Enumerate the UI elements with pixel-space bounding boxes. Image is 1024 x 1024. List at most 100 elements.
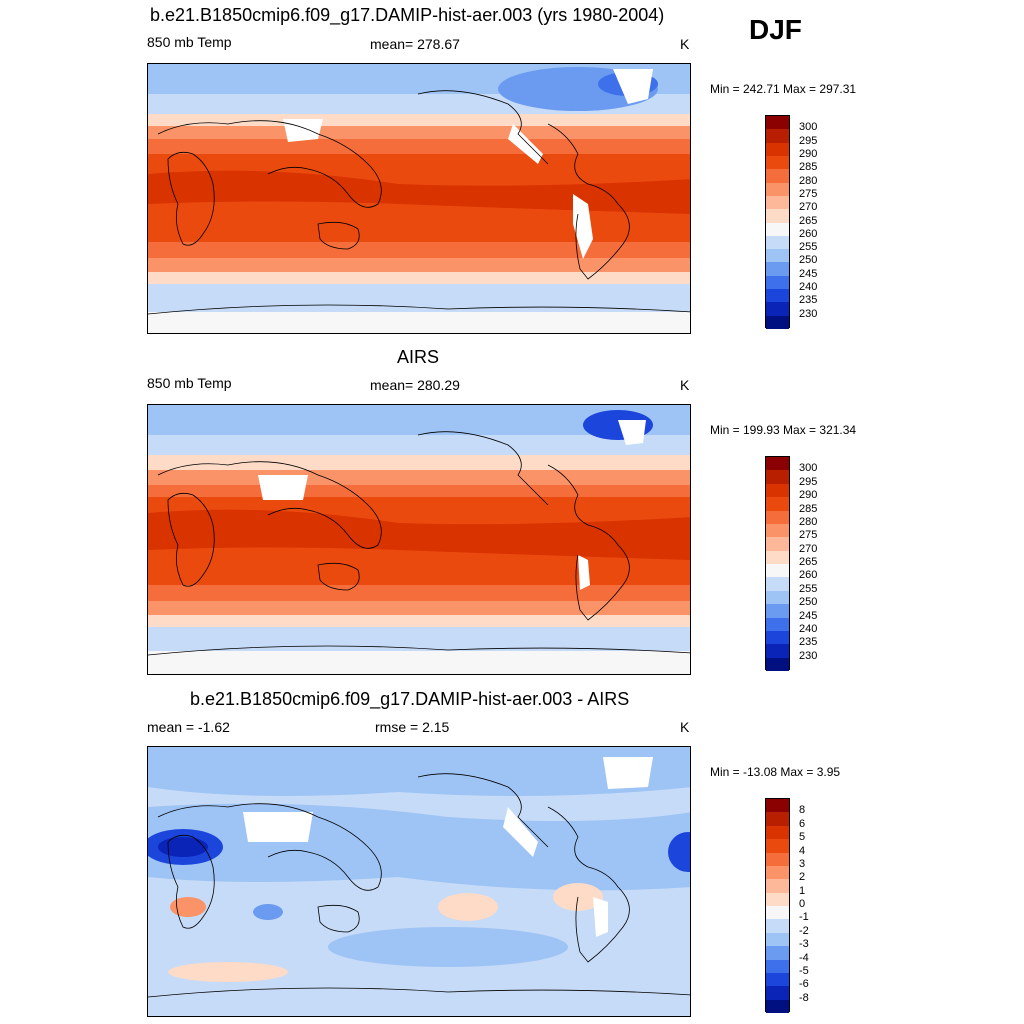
colorbar-tick-label: 280: [799, 515, 818, 528]
colorbar-tick-label: 290: [799, 147, 818, 160]
colorbar-swatch: [766, 906, 789, 920]
colorbar-tick-label: -4: [799, 951, 809, 964]
colorbar-tick-label: 265: [799, 556, 818, 568]
colorbar-tick-label: -6: [799, 978, 809, 991]
colorbar-tick-label: 250: [799, 254, 818, 267]
colorbar-tick-label: 6: [799, 817, 806, 830]
colorbar-swatch: [766, 932, 789, 947]
colorbar-swatch: [766, 142, 789, 156]
colorbar-tick-label: 2: [799, 871, 806, 884]
colorbar-tick-label: -5: [799, 964, 809, 977]
colorbar-tick-label: 235: [799, 294, 818, 307]
colorbar-tick-label: 265: [799, 214, 818, 227]
colorbar-swatch: [766, 657, 789, 671]
panel-mean-label: mean= 280.29: [370, 377, 460, 393]
colorbar-swatch: [766, 865, 789, 880]
colorbar-tick-label: 245: [799, 267, 818, 280]
colorbar-tick-label: 275: [799, 529, 818, 542]
colorbar-swatch: [766, 182, 789, 196]
temperature-map-model: [147, 63, 691, 334]
colorbar-swatch: [766, 315, 789, 329]
colorbar-swatch: [766, 986, 789, 1000]
temperature-map-airs: [147, 404, 691, 675]
panel-mean-label: mean= 278.67: [370, 36, 460, 52]
colorbar-tick-label: 240: [799, 281, 818, 294]
colorbar-tick-label: 245: [799, 609, 818, 622]
colorbar-swatch: [766, 919, 789, 933]
colorbar-swatch: [766, 537, 789, 551]
colorbar-swatch: [766, 497, 789, 511]
colorbar-swatch: [766, 116, 789, 130]
colorbar-tick-label: 295: [799, 134, 818, 147]
colorbar-swatch: [766, 289, 789, 303]
colorbar-swatch: [766, 222, 789, 236]
colorbar-swatch: [766, 155, 789, 170]
colorbar-tick-label: 285: [799, 161, 818, 174]
panel-left-label: 850 mb Temp: [147, 34, 232, 50]
colorbar-swatch: [766, 169, 789, 183]
colorbar-swatch: [766, 275, 789, 290]
colorbar-tick-label: 230: [799, 649, 818, 662]
colorbar-swatch: [766, 799, 789, 813]
colorbar-swatch: [766, 972, 789, 987]
colorbar-tick-label: 260: [799, 227, 818, 240]
colorbar-tick-label: 240: [799, 622, 818, 635]
panel-unit-label: K: [680, 36, 690, 52]
colorbar-tick-label: 255: [799, 241, 818, 254]
panel-unit-label: K: [680, 719, 690, 735]
colorbar-tick-label: -1: [799, 911, 809, 924]
season-label: DJF: [749, 14, 802, 45]
colorbar-tick-label: 270: [799, 201, 818, 214]
difference-map: [147, 746, 691, 1017]
colorbar-tick-label: -3: [799, 938, 809, 951]
colorbar-swatch: [766, 235, 789, 250]
colorbar-swatch: [766, 630, 789, 645]
colorbar-swatch: [766, 195, 789, 210]
colorbar-tick-label: -2: [799, 924, 809, 937]
colorbar-swatch: [766, 470, 789, 484]
colorbar-tick-label: 3: [799, 857, 806, 870]
colorbar-tick-label: 260: [799, 569, 818, 582]
colorbar-swatch: [766, 249, 789, 263]
colorbar-tick-label: 295: [799, 475, 818, 488]
panel-title: AIRS: [397, 347, 440, 367]
colorbar-swatch: [766, 564, 789, 578]
colorbar-tick-label: 275: [799, 187, 818, 200]
colorbar-swatch: [766, 617, 789, 631]
colorbar-swatch: [766, 523, 789, 538]
colorbar-swatch: [766, 825, 789, 840]
colorbar-airs: [765, 456, 790, 671]
colorbar-swatch: [766, 812, 789, 826]
colorbar-model: [765, 115, 790, 329]
colorbar-tick-label: 285: [799, 502, 818, 515]
panel-rmse-label: rmse = 2.15: [375, 719, 450, 735]
colorbar-tick-label: 230: [799, 307, 818, 320]
colorbar-tick-label: 8: [799, 804, 806, 817]
colorbar-tick-label: 255: [799, 582, 818, 595]
colorbar-tick-label: 280: [799, 174, 818, 187]
colorbar-swatch: [766, 457, 789, 471]
colorbar-tick-label: 4: [799, 844, 806, 857]
panel-left-label: 850 mb Temp: [147, 375, 232, 391]
colorbar-swatch: [766, 302, 789, 316]
colorbar-swatch: [766, 892, 789, 906]
colorbar-tick-label: 300: [799, 462, 818, 475]
colorbar-tick-label: 1: [799, 884, 806, 897]
colorbar-tick-label: 0: [799, 898, 806, 910]
colorbar-tick-label: 5: [799, 831, 806, 844]
colorbar-difference: [765, 798, 790, 1013]
panel-unit-label: K: [680, 377, 690, 393]
colorbar-swatch: [766, 852, 789, 866]
colorbar-swatch: [766, 590, 789, 605]
colorbar-swatch: [766, 959, 789, 973]
colorbar-swatch: [766, 129, 789, 143]
colorbar-swatch: [766, 577, 789, 591]
panel-minmax: Min = -13.08 Max = 3.95: [710, 765, 841, 779]
colorbar-tick-label: 235: [799, 636, 818, 649]
colorbar-swatch: [766, 510, 789, 524]
colorbar-swatch: [766, 550, 789, 564]
panel-minmax: Min = 242.71 Max = 297.31: [710, 82, 857, 96]
panel-title: b.e21.B1850cmip6.f09_g17.DAMIP-hist-aer.…: [150, 5, 665, 25]
colorbar-tick-label: 270: [799, 542, 818, 555]
colorbar-tick-label: 290: [799, 489, 818, 502]
